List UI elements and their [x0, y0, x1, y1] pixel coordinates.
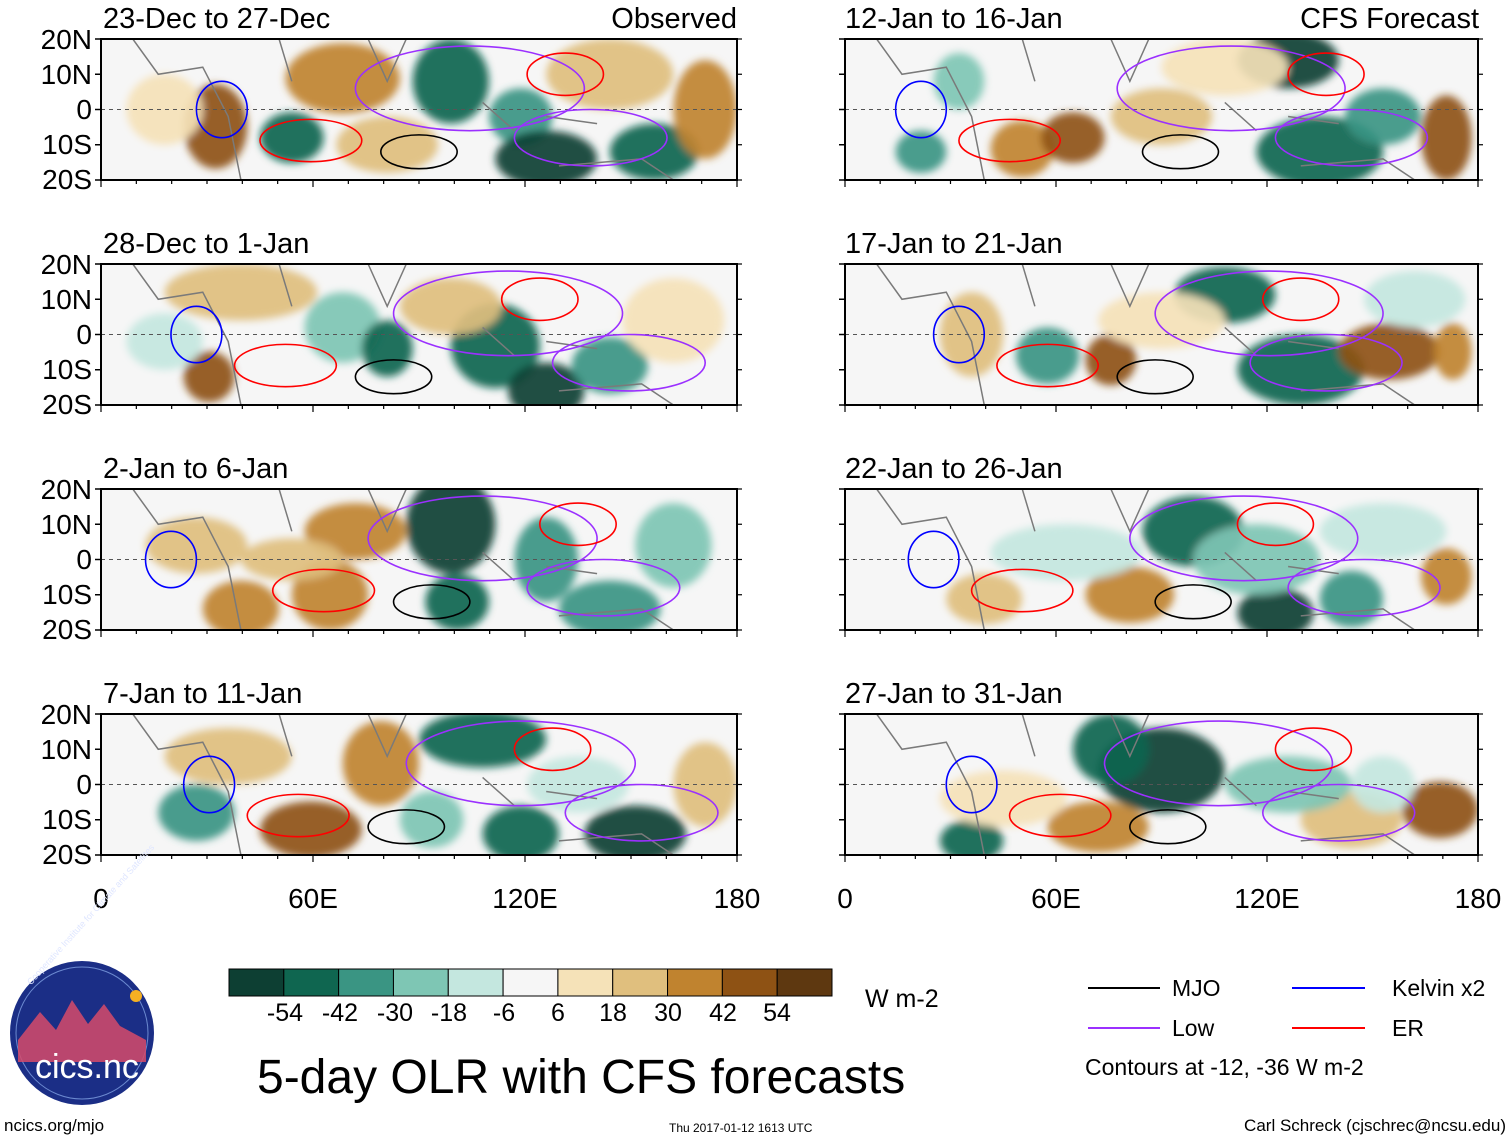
legend-label-mjo: MJO	[1172, 975, 1221, 1001]
lat-label: 10N	[40, 509, 92, 540]
lat-label: 0	[76, 544, 92, 575]
panel-title: 23-Dec to 27-Dec	[103, 3, 331, 35]
panel-title: 12-Jan to 16-Jan	[845, 3, 1063, 35]
lat-label: 0	[76, 319, 92, 350]
colorbar-tick: 18	[599, 999, 627, 1027]
lat-label: 10N	[40, 284, 92, 315]
lat-label: 20N	[40, 249, 92, 280]
lon-label: 180	[1454, 883, 1502, 914]
footer-credit: Carl Schreck (cjschrec@ncsu.edu)	[1244, 1116, 1506, 1135]
colorbar-swatch	[502, 968, 559, 997]
colorbar	[228, 968, 833, 997]
logo-text: cics.nc	[35, 1048, 139, 1086]
lat-label: 10S	[42, 354, 92, 385]
panel-title: 22-Jan to 26-Jan	[845, 453, 1063, 485]
map-panel-p3	[95, 263, 742, 412]
colorbar-tick: -30	[376, 999, 414, 1027]
lon-label: 0	[93, 883, 109, 914]
map-panel-p7	[95, 713, 742, 862]
lat-label: 20N	[40, 699, 92, 730]
legend-label-er: ER	[1392, 1015, 1424, 1041]
lat-label: 20N	[40, 24, 92, 55]
lat-label: 20S	[42, 614, 92, 645]
footer-url: ncics.org/mjo	[4, 1116, 105, 1135]
colorbar-swatch	[283, 968, 340, 997]
colorbar-tick: 42	[709, 999, 737, 1027]
colorbar-tick: 54	[763, 999, 791, 1027]
lat-label: 10N	[40, 59, 92, 90]
lat-label: 10S	[42, 129, 92, 160]
map-panel-p2	[839, 38, 1483, 187]
colorbar-swatch	[667, 968, 723, 997]
colorbar-tick: -6	[492, 999, 516, 1027]
map-panel-p8	[839, 713, 1483, 862]
colorbar-tick: 30	[654, 999, 682, 1027]
lon-label: 60E	[288, 883, 338, 914]
main-title: 5-day OLR with CFS forecasts	[257, 1051, 906, 1104]
colorbar-swatch	[721, 968, 778, 997]
colorbar-swatch	[392, 968, 449, 997]
map-panel-p1	[95, 38, 742, 187]
panel-title: 28-Dec to 1-Jan	[103, 228, 310, 260]
colorbar-tick: -42	[321, 999, 359, 1027]
lat-label: 10S	[42, 579, 92, 610]
colorbar-swatch	[228, 968, 285, 997]
lon-label: 120E	[492, 883, 558, 914]
lon-label: 60E	[1031, 883, 1081, 914]
lat-label: 10S	[42, 804, 92, 835]
legend	[1088, 987, 1365, 1029]
panel-title: 27-Jan to 31-Jan	[845, 678, 1063, 710]
colorbar-tick: -18	[430, 999, 468, 1027]
colorbar-swatch	[557, 968, 614, 997]
lat-label: 20N	[40, 474, 92, 505]
colorbar-swatch	[338, 968, 394, 997]
panel-title: 17-Jan to 21-Jan	[845, 228, 1063, 260]
colorbar-swatch	[776, 968, 833, 997]
map-panel-p6	[839, 488, 1483, 637]
colorbar-swatch	[447, 968, 504, 997]
lat-label: 0	[76, 769, 92, 800]
lat-label: 0	[76, 94, 92, 125]
map-panel-p5	[95, 488, 742, 637]
map-panel-p4	[839, 263, 1483, 412]
colorbar-tick: 6	[551, 999, 565, 1027]
cics-logo	[10, 961, 154, 1105]
panel-tag: Observed	[611, 3, 737, 35]
footer-timestamp: Thu 2017-01-12 1613 UTC	[669, 1121, 813, 1135]
lat-label: 20S	[42, 839, 92, 870]
lon-label: 180	[713, 883, 761, 914]
colorbar-swatch	[612, 968, 669, 997]
lat-label: 20S	[42, 164, 92, 195]
panel-title: 7-Jan to 11-Jan	[103, 678, 303, 710]
colorbar-units: W m-2	[865, 985, 939, 1013]
colorbar-tick: -54	[266, 999, 304, 1027]
lon-label: 120E	[1234, 883, 1300, 914]
legend-label-kelvin: Kelvin x2	[1392, 975, 1486, 1001]
panel-tag: CFS Forecast	[1300, 3, 1479, 35]
lon-label: 0	[837, 883, 853, 914]
legend-note: Contours at -12, -36 W m-2	[1085, 1054, 1364, 1080]
legend-label-low: Low	[1172, 1015, 1215, 1041]
lat-label: 10N	[40, 734, 92, 765]
panel-title: 2-Jan to 6-Jan	[103, 453, 289, 485]
lat-label: 20S	[42, 389, 92, 420]
